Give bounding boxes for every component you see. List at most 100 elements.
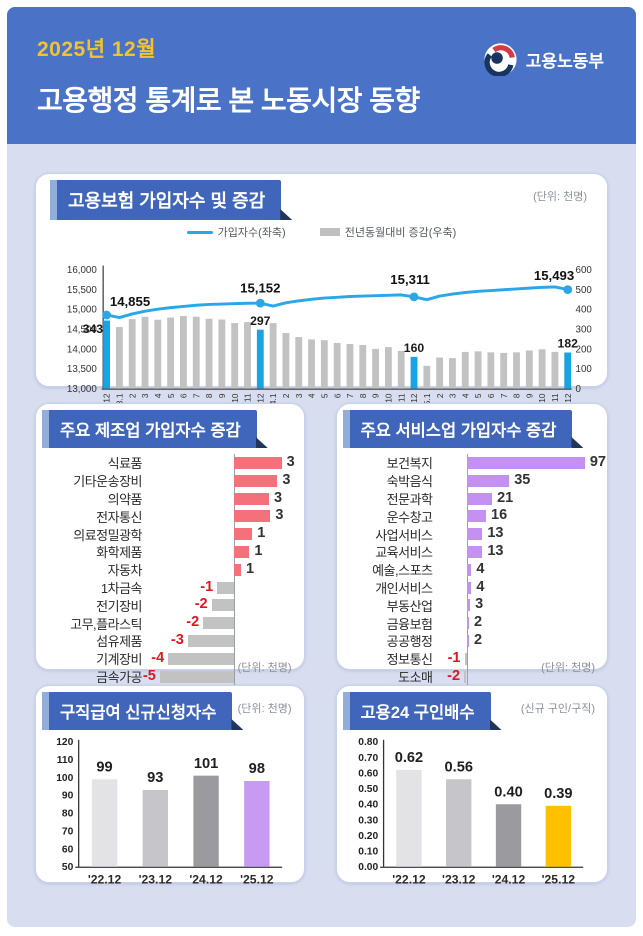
bar-track: 4: [433, 560, 606, 579]
svg-text:7: 7: [345, 393, 355, 398]
svg-text:70: 70: [62, 826, 74, 837]
category-label: 금속가공: [96, 669, 142, 685]
bar-track: 1: [142, 560, 302, 579]
hbar-row: 부동산업 3: [345, 596, 606, 615]
svg-text:12: 12: [409, 393, 419, 403]
category-label: 예술,스포츠: [372, 563, 433, 579]
hbar-row: 의약품 3: [44, 489, 302, 508]
hbar-row: 보건복지 97: [345, 454, 606, 472]
svg-text:200: 200: [576, 344, 593, 355]
bar-track: 2: [433, 614, 606, 632]
panel-benefit-title-ribbon: 구직급여 신규신청자수: [42, 692, 244, 730]
bar-track: 35: [433, 471, 606, 490]
svg-text:6: 6: [486, 393, 496, 398]
value-bar: [234, 563, 241, 576]
value-bar: [159, 670, 234, 683]
svg-text:5: 5: [166, 393, 176, 398]
panel-insured-head: 고용보험 가입자수 및 증감 (단위: 천명): [44, 174, 599, 220]
svg-text:3: 3: [294, 393, 304, 398]
category-label: 1차금속: [100, 580, 143, 596]
value-label: 4: [476, 578, 485, 595]
svg-text:60: 60: [62, 844, 74, 855]
panel-services-title-ribbon: 주요 서비스업 가입자수 증감: [342, 410, 584, 448]
svg-text:9: 9: [217, 393, 227, 398]
zero-axis-line: [234, 596, 235, 615]
svg-text:3: 3: [448, 393, 458, 398]
svg-text:4: 4: [153, 393, 163, 398]
header-banner: 2025년 12월 고용행정 통계로 본 노동시장 동향 고용노동부: [7, 7, 636, 144]
svg-text:0.40: 0.40: [494, 784, 522, 800]
category-label: 전자통신: [96, 509, 142, 525]
category-label: 금융보험: [386, 616, 433, 632]
panel-insured-title: 고용보험 가입자수 및 증감: [68, 191, 266, 211]
legend-line-label: 가입자수(좌축): [217, 227, 286, 239]
hbar-row: 고무,플라스틱 -2: [44, 614, 302, 632]
panel-services: 주요 서비스업 가입자수 증감 보건복지 97 숙박음식 35 전문과학 21 운수창고 16…: [335, 403, 608, 686]
benefit-bar-chart: 120 110 100 90 80 70 60 50 99 '22.12 93 '23.12 101 '2…: [36, 730, 304, 901]
zero-axis-line: [234, 578, 235, 597]
report-period: 2025년 12월: [37, 38, 157, 61]
svg-text:'25.12: '25.12: [240, 872, 274, 886]
hbar-row: 숙박음식 35: [345, 471, 606, 490]
ribbon-fold-icon: [255, 437, 268, 448]
category-label: 부동산업: [386, 598, 433, 614]
svg-text:300: 300: [576, 324, 593, 335]
unit-note: (단위: 천명): [541, 662, 595, 675]
svg-text:120: 120: [56, 737, 73, 748]
insured-combo-chart: 16,000 15,500 15,000 14,500 14,000 13,500 13,0…: [44, 240, 599, 429]
svg-text:11: 11: [396, 393, 406, 402]
svg-text:0.20: 0.20: [358, 831, 378, 842]
category-label: 정보통신: [386, 652, 433, 668]
svg-text:90: 90: [62, 791, 74, 802]
bar-track: 1: [142, 542, 302, 561]
zero-axis-line: [234, 667, 235, 686]
hbar-row: 전기장비 -2: [44, 596, 302, 615]
bar-track: -2: [142, 614, 302, 632]
panel-benefit: 구직급여 신규신청자수 (단위: 천명) 120 110 100 90 80 70 60 50…: [35, 685, 305, 886]
hbar-row: 공공행정 2: [345, 631, 606, 650]
zero-axis-line: [466, 649, 468, 668]
value-bar: [466, 599, 471, 612]
svg-text:343: 343: [83, 322, 104, 336]
value-bar: [187, 634, 234, 647]
ministry-name: 고용노동부: [525, 52, 604, 71]
svg-text:'24.1: '24.1: [268, 393, 278, 411]
unit-note: (단위: 천명): [237, 662, 292, 675]
hbar-row: 사업서비스 13: [345, 525, 606, 543]
svg-text:0.40: 0.40: [358, 800, 378, 811]
svg-text:182: 182: [558, 337, 579, 351]
hbar-row: 금속가공 -5: [44, 667, 302, 686]
svg-text:15,500: 15,500: [67, 285, 97, 296]
value-bar: [466, 634, 469, 647]
value-bar: [217, 581, 234, 594]
svg-text:3: 3: [140, 393, 150, 398]
bar-track: 3: [142, 471, 302, 490]
hbar-row: 개인서비스 4: [345, 578, 606, 597]
bar-swatch-icon: [319, 228, 340, 236]
svg-text:15,493: 15,493: [534, 268, 574, 283]
svg-text:'25.1: '25.1: [422, 393, 432, 411]
category-label: 자동차: [107, 563, 143, 579]
value-label: -5: [142, 667, 156, 684]
category-label: 숙박음식: [386, 474, 433, 490]
content-card: 2025년 12월 고용행정 통계로 본 노동시장 동향 고용노동부 고용보험 …: [7, 7, 636, 927]
value-label: -2: [194, 596, 208, 613]
svg-text:0.10: 0.10: [358, 847, 378, 858]
value-label: -1: [447, 649, 461, 666]
svg-text:12: 12: [563, 393, 573, 403]
bar-track: 3: [142, 489, 302, 508]
insured-chart-legend: 가입자수(좌축) 전년동월대비 증감(우축): [44, 224, 599, 240]
category-label: 화학제품: [96, 545, 142, 561]
value-bar: [466, 474, 510, 487]
svg-text:600: 600: [576, 265, 593, 276]
svg-text:0.60: 0.60: [358, 768, 378, 779]
panel-insured: 고용보험 가입자수 및 증감 (단위: 천명) 가입자수(좌축) 전년동월대비 …: [35, 173, 608, 416]
svg-text:'25.12: '25.12: [541, 872, 575, 886]
hbar-row: 자동차 1: [44, 560, 302, 579]
value-label: 3: [282, 471, 291, 488]
value-bar: [466, 492, 493, 505]
value-label: -2: [186, 614, 200, 631]
value-bar: [466, 563, 472, 576]
svg-text:5: 5: [473, 393, 483, 398]
value-bar: [234, 510, 271, 523]
